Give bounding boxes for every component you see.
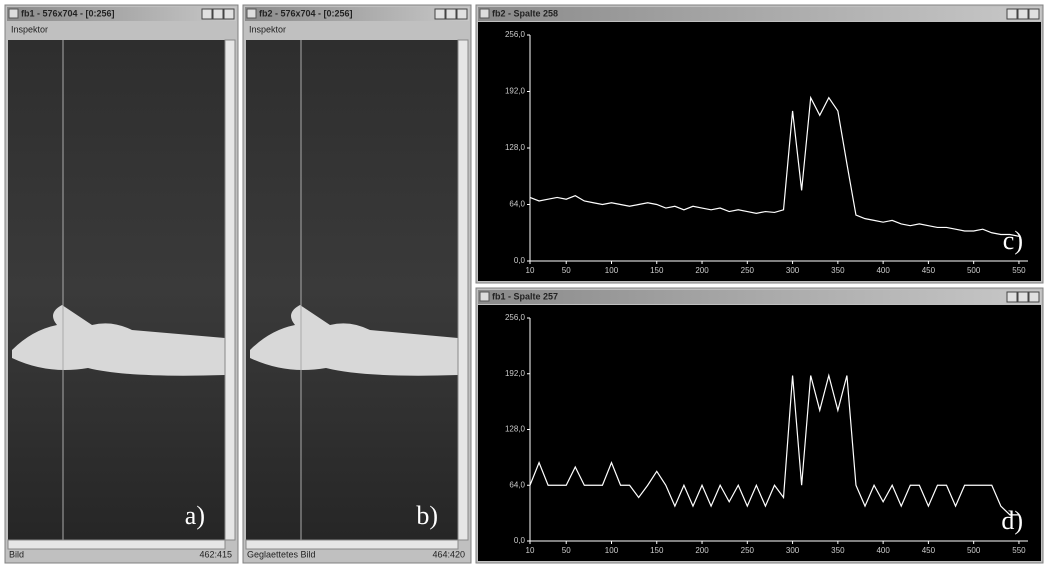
y-tick-label: 192,0 [505, 87, 526, 96]
window-title: fb2 - Spalte 258 [492, 8, 558, 18]
x-tick-label: 350 [831, 266, 845, 275]
x-tick-label: 350 [831, 546, 845, 555]
close-button[interactable] [457, 9, 467, 19]
maximize-button[interactable] [446, 9, 456, 19]
menu-item[interactable]: Inspektor [11, 24, 48, 34]
x-tick-label: 300 [786, 266, 800, 275]
x-tick-label: 500 [967, 266, 981, 275]
y-tick-label: 256,0 [505, 313, 526, 322]
x-tick-label: 550 [1012, 546, 1026, 555]
status-right: 464:420 [432, 549, 465, 559]
x-tick-label: 450 [922, 266, 936, 275]
y-tick-label: 0,0 [514, 256, 526, 265]
plot-background [478, 22, 1041, 281]
y-tick-label: 64,0 [509, 200, 525, 209]
vertical-scrollbar[interactable] [458, 40, 468, 540]
horizontal-scrollbar[interactable] [246, 540, 458, 549]
system-menu[interactable] [247, 9, 256, 18]
x-tick-label: 150 [650, 546, 664, 555]
plot-background [478, 305, 1041, 561]
close-button[interactable] [224, 9, 234, 19]
window-title: fb2 - 576x704 - [0:256] [259, 8, 353, 18]
x-tick-label: 400 [876, 266, 890, 275]
system-menu[interactable] [480, 292, 489, 301]
system-menu[interactable] [9, 9, 18, 18]
x-tick-label: 10 [526, 546, 535, 555]
window-title: fb1 - Spalte 257 [492, 291, 558, 301]
minimize-button[interactable] [202, 9, 212, 19]
x-tick-label: 100 [605, 546, 619, 555]
y-tick-label: 64,0 [509, 480, 525, 489]
vertical-scrollbar[interactable] [225, 40, 235, 540]
x-tick-label: 300 [786, 546, 800, 555]
maximize-button[interactable] [1018, 292, 1028, 302]
close-button[interactable] [1029, 292, 1039, 302]
status-left: Geglaettetes Bild [247, 549, 316, 559]
minimize-button[interactable] [1007, 9, 1017, 19]
x-tick-label: 50 [562, 266, 571, 275]
x-tick-label: 250 [741, 546, 755, 555]
menu-item[interactable]: Inspektor [249, 24, 286, 34]
x-tick-label: 500 [967, 546, 981, 555]
maximize-button[interactable] [1018, 9, 1028, 19]
panel-label: d) [1001, 506, 1023, 535]
y-tick-label: 128,0 [505, 143, 526, 152]
maximize-button[interactable] [213, 9, 223, 19]
x-tick-label: 100 [605, 266, 619, 275]
image [8, 40, 225, 540]
title-bar [478, 290, 1041, 304]
x-tick-label: 250 [741, 266, 755, 275]
title-bar [478, 7, 1041, 21]
close-button[interactable] [1029, 9, 1039, 19]
panel-label: a) [185, 501, 205, 530]
system-menu[interactable] [480, 9, 489, 18]
panel-label: c) [1003, 226, 1023, 255]
window-title: fb1 - 576x704 - [0:256] [21, 8, 115, 18]
y-tick-label: 128,0 [505, 425, 526, 434]
status-left: Bild [9, 549, 24, 559]
y-tick-label: 0,0 [514, 536, 526, 545]
x-tick-label: 10 [526, 266, 535, 275]
y-tick-label: 256,0 [505, 30, 526, 39]
screen: fb1 - 576x704 - [0:256] Inspektor a) Bild 46… [0, 0, 1047, 565]
x-tick-label: 200 [695, 266, 709, 275]
y-tick-label: 192,0 [505, 369, 526, 378]
horizontal-scrollbar[interactable] [8, 540, 225, 549]
x-tick-label: 400 [876, 546, 890, 555]
x-tick-label: 200 [695, 546, 709, 555]
x-tick-label: 150 [650, 266, 664, 275]
minimize-button[interactable] [435, 9, 445, 19]
status-right: 462:415 [199, 549, 232, 559]
x-tick-label: 50 [562, 546, 571, 555]
image [246, 40, 458, 540]
minimize-button[interactable] [1007, 292, 1017, 302]
x-tick-label: 450 [922, 546, 936, 555]
x-tick-label: 550 [1012, 266, 1026, 275]
panel-label: b) [416, 501, 438, 530]
